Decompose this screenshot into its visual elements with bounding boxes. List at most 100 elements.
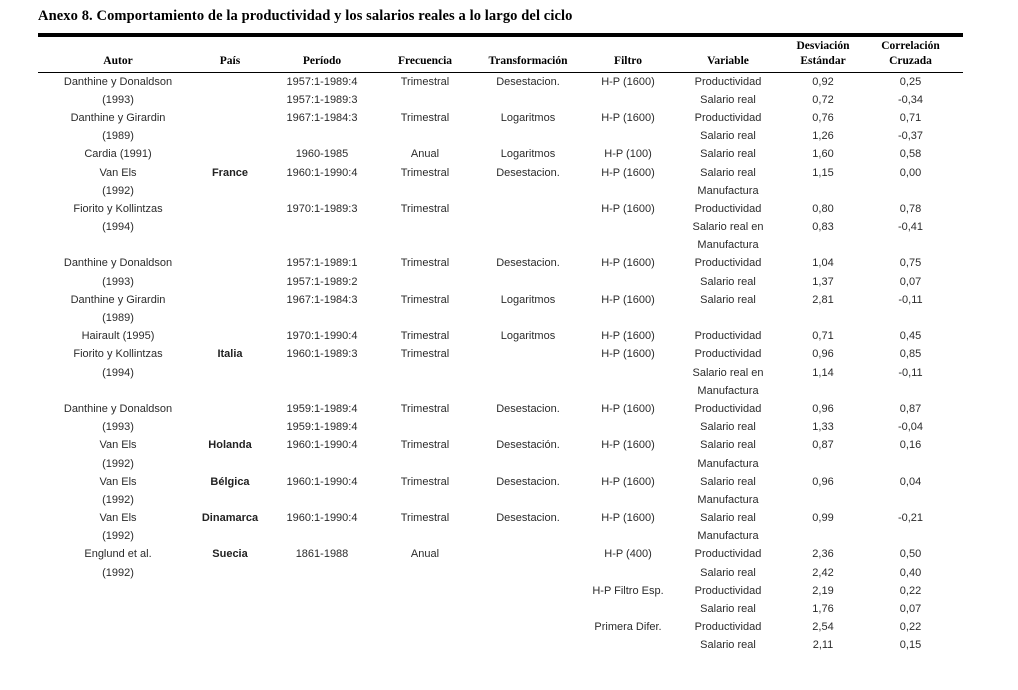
table-cell: Manufactura [697, 457, 759, 470]
table-cell [38, 618, 198, 636]
header-row: Autor País Período Frecuencia Transformación… [38, 35, 963, 73]
table-body: Danthine y Donaldson 1957:1-1989:4 Trimest… [38, 73, 963, 655]
table-cell: 1,26 [812, 130, 834, 143]
table-cell: Salario real [700, 566, 756, 579]
table-cell [382, 564, 468, 582]
studies-table: Autor País Período Frecuencia Transformación… [38, 33, 963, 655]
table-cell: Productividad [694, 202, 762, 215]
table-cell [858, 236, 963, 254]
table-cell [38, 236, 198, 254]
table-cell: Trimestral [400, 293, 450, 306]
column-header-line2: Autor [103, 55, 133, 67]
table-cell [198, 564, 262, 582]
table-cell: H-P (1600) [601, 166, 655, 179]
table-cell [382, 618, 468, 636]
table-cell: H-P (1600) [601, 330, 655, 343]
table-cell: Desestacion. [496, 475, 560, 488]
table-cell: 1960:1-1990:4 [286, 166, 358, 179]
table-cell: H-P (1600) [601, 512, 655, 525]
table-cell: (1994) [102, 221, 134, 234]
table-cell [588, 491, 668, 509]
table-cell [382, 273, 468, 291]
table-cell [198, 618, 262, 636]
table-cell: Trimestral [400, 402, 450, 415]
table-cell: 0,87 [899, 402, 922, 415]
table-cell [588, 527, 668, 545]
table-cell: 0,72 [812, 93, 834, 106]
table-cell: (1989) [102, 312, 134, 325]
table-cell [588, 236, 668, 254]
table-cell [198, 364, 262, 382]
table-cell [262, 218, 382, 236]
table-cell [262, 618, 382, 636]
table-cell: Salario real [700, 439, 756, 452]
table-cell [262, 127, 382, 145]
table-cell [588, 364, 668, 382]
table-cell [588, 382, 668, 400]
table-cell: 0,22 [899, 621, 922, 634]
page-title: Anexo 8. Comportamiento de la productivi… [38, 8, 573, 24]
table-cell: Danthine y Donaldson [63, 257, 173, 270]
column-header-line2: Variable [707, 55, 749, 67]
table-cell: Primera Difer. [594, 621, 662, 634]
table-row: (1992) Manufactura [38, 527, 963, 545]
table-cell [198, 382, 262, 400]
table-cell: (1993) [102, 421, 134, 434]
table-cell [468, 418, 588, 436]
table-cell [468, 582, 588, 600]
table-cell: Logaritmos [500, 148, 556, 161]
table-cell [382, 309, 468, 327]
table-row: H-P Filtro Esp. Productividad 2,19 0,22 [38, 582, 963, 600]
table-cell: H-P Filtro Esp. [592, 584, 664, 597]
table-cell: 1960:1-1990:4 [286, 475, 358, 488]
table-row: Danthine y Donaldson 1957:1-1989:4 Trimest… [38, 73, 963, 91]
table-cell: 0,75 [899, 257, 922, 270]
table-cell: Trimestral [400, 111, 450, 124]
table-cell: 1957:1-1989:1 [286, 257, 358, 270]
column-header-line2: Período [302, 55, 342, 67]
column-header: Transformación [468, 35, 588, 73]
table-cell [382, 91, 468, 109]
table-cell: 2,19 [812, 584, 834, 597]
table-cell: 1,04 [812, 257, 834, 270]
table-cell [468, 545, 588, 563]
table-cell [262, 636, 382, 654]
table-cell: (1994) [102, 366, 134, 379]
table-cell: H-P (1600) [601, 257, 655, 270]
table-cell [588, 182, 668, 200]
table-cell: 0,96 [812, 348, 834, 361]
table-cell: (1992) [102, 566, 134, 579]
table-cell: 0,07 [899, 603, 922, 616]
table-row: Van Els Dinamarca 1960:1-1990:4 Trimestral D… [38, 509, 963, 527]
table-cell [198, 145, 262, 163]
table-cell: Danthine y Donaldson [63, 75, 173, 88]
table-cell [198, 109, 262, 127]
table-cell: -0,41 [897, 221, 924, 234]
table-cell: Desestacion. [496, 402, 560, 415]
table-cell: 1959:1-1989:4 [286, 402, 358, 415]
table-cell: 0,80 [812, 202, 834, 215]
table-cell: Danthine y Girardin [70, 293, 166, 306]
table-cell: Fiorito y Kollintzas [73, 202, 163, 215]
column-header-line2: Estándar [800, 55, 846, 67]
table-cell: Manufactura [697, 530, 759, 543]
table-cell [198, 254, 262, 272]
table-cell: Manufactura [697, 493, 759, 506]
table-row: (1993) 1957:1-1989:3 Salario real 0,72 -0,34 [38, 91, 963, 109]
table-cell: 2,36 [812, 548, 834, 561]
table-cell: 0,58 [899, 148, 922, 161]
table-cell [198, 527, 262, 545]
table-cell [262, 491, 382, 509]
table-cell: Salario real en [692, 221, 764, 234]
table-cell [198, 200, 262, 218]
table-row: (1993) 1957:1-1989:2 Salario real 1,37 0,07 [38, 273, 963, 291]
table-cell: Trimestral [400, 330, 450, 343]
table-cell: Suecia [212, 548, 248, 561]
table-cell: 1960:1-1990:4 [286, 439, 358, 452]
table-cell [382, 127, 468, 145]
table-cell [382, 182, 468, 200]
table-cell [468, 618, 588, 636]
table-cell: 0,92 [812, 75, 834, 88]
table-cell [788, 382, 858, 400]
table-cell: Italia [217, 348, 243, 361]
